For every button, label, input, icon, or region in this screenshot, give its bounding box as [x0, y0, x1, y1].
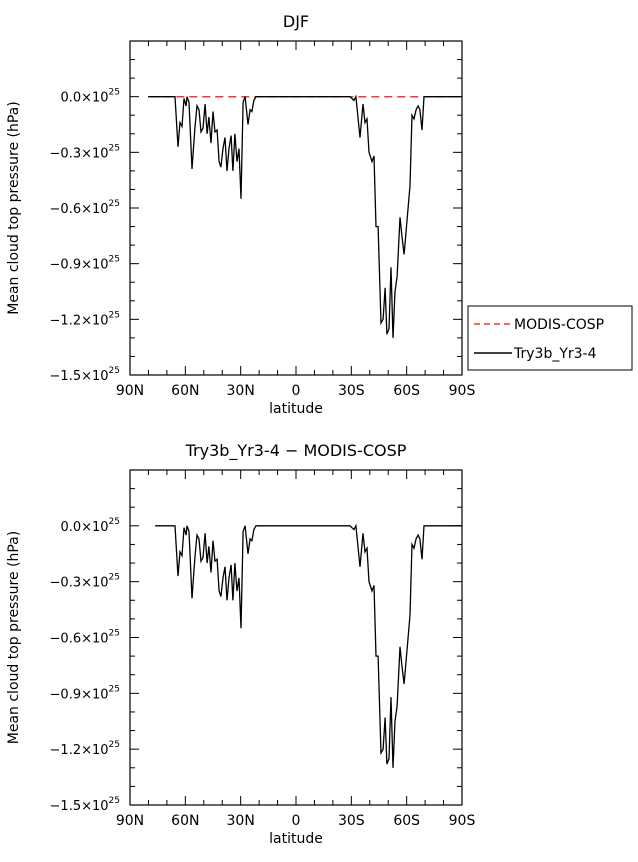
legend-label: Try3b_Yr3-4 — [513, 346, 597, 362]
y-tick-label: −1.2×1025 — [50, 310, 120, 328]
y-tick-label: 0.0×1025 — [60, 517, 120, 535]
plot-panel-2: Try3b_Yr3-4 − MODIS-COSP 90N 60N 30N 0 30S 60S… — [6, 441, 475, 847]
x-tick-label: 90S — [449, 813, 476, 829]
y-tick-label: −1.2×1025 — [50, 740, 120, 758]
chart-title: DJF — [283, 12, 309, 31]
legend-box — [467, 305, 633, 371]
x-tick-label: 90S — [449, 383, 476, 399]
plot-frame — [129, 469, 463, 806]
plot-panel-1: DJF 90N 60N 30N 0 30S 60S 90S latitude 0.0×1025 −0… — [6, 12, 633, 417]
series-line-difference — [155, 523, 462, 768]
x-tick-label: 60S — [393, 813, 420, 829]
x-tick-label: 0 — [292, 813, 301, 829]
x-axis-label: latitude — [269, 401, 323, 417]
chart-title: Try3b_Yr3-4 − MODIS-COSP — [185, 441, 407, 461]
x-axis-label: latitude — [269, 831, 323, 847]
y-tick-label: −0.6×1025 — [50, 629, 120, 647]
x-tick-label: 90N — [116, 383, 144, 399]
x-tick-label: 60N — [171, 813, 199, 829]
y-tick-label: −0.6×1025 — [50, 199, 120, 217]
series-line-try3b-yr3-4 — [148, 94, 462, 338]
plot-frame — [129, 40, 463, 376]
y-tick-label: −0.9×1025 — [50, 684, 120, 702]
y-tick-label: −1.5×1025 — [50, 796, 120, 814]
x-tick-label: 0 — [292, 383, 301, 399]
x-tick-label: 30S — [338, 813, 365, 829]
x-tick-label: 60S — [393, 383, 420, 399]
y-tick-label: −0.9×1025 — [50, 255, 120, 273]
x-tick-label: 90N — [116, 813, 144, 829]
x-tick-label: 30S — [338, 383, 365, 399]
y-tick-label: −0.3×1025 — [50, 143, 120, 161]
legend: MODIS-COSP Try3b_Yr3-4 — [467, 305, 633, 371]
x-tick-label: 30N — [227, 383, 255, 399]
y-tick-label: 0.0×1025 — [60, 88, 120, 106]
y-axis-label: Mean cloud top pressure (hPa) — [6, 101, 22, 314]
legend-label: MODIS-COSP — [514, 317, 604, 333]
y-tick-label: −1.5×1025 — [50, 366, 120, 384]
x-tick-label: 60N — [171, 383, 199, 399]
y-tick-label: −0.3×1025 — [50, 573, 120, 591]
x-tick-label: 30N — [227, 813, 255, 829]
y-axis-label: Mean cloud top pressure (hPa) — [6, 531, 22, 744]
